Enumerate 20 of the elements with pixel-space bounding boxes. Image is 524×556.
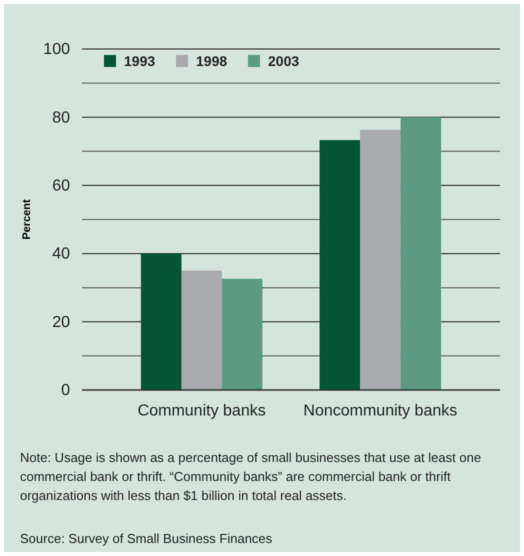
x-tick-label: Noncommunity banks	[303, 402, 458, 420]
legend-label: 1993	[124, 53, 156, 69]
y-tick-label: 80	[52, 109, 70, 126]
y-tick-label: 100	[43, 41, 70, 58]
y-tick-label: 0	[61, 382, 70, 400]
text: Note: Usage is shown as a percentage of small businesses that use at least one commercial bank or thrift. “Community banks” are commercial bank or thrift organizations with less than $1 billion in total real assets.	[20, 450, 482, 503]
legend-label: 1998	[196, 53, 228, 69]
bar	[400, 117, 442, 390]
y-tick-label: 20	[52, 314, 70, 331]
y-tick-label: 60	[52, 178, 70, 195]
bar	[140, 254, 182, 390]
bar	[222, 278, 262, 390]
source-note: Source: Survey of Small Business Finances	[20, 531, 273, 546]
legend-label: 2003	[268, 53, 300, 69]
bar	[320, 140, 360, 390]
bar	[181, 270, 222, 390]
x-tick-label: Community banks	[138, 402, 266, 420]
y-tick-label: 40	[52, 246, 70, 263]
y-axis-title: Percent	[21, 198, 33, 240]
bar	[360, 130, 401, 390]
